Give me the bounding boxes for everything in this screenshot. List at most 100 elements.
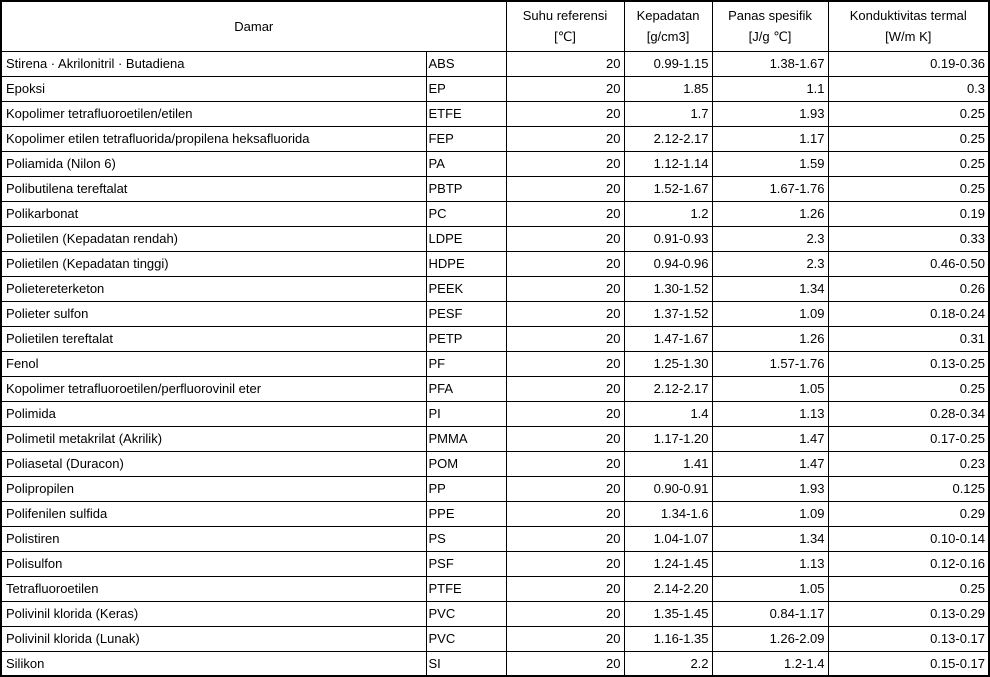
- table-row: Polivinil klorida (Lunak) PVC 20 1.16-1.35 1…: [0, 625, 990, 652]
- material-name-cell: Polimida: [0, 400, 427, 427]
- specific-heat-cell: 1.1: [711, 75, 829, 102]
- table-row: Polietereterketon PEEK 20 1.30-1.52 1.34 0.26: [0, 275, 990, 302]
- density-cell: 1.47-1.67: [623, 325, 713, 352]
- conductivity-cell: 0.28-0.34: [827, 400, 990, 427]
- material-name-cell: Poliasetal (Duracon): [0, 450, 427, 477]
- specific-heat-cell: 1.93: [711, 100, 829, 127]
- material-name-cell: Polietilen (Kepadatan rendah): [0, 225, 427, 252]
- material-name-cell: Polivinil klorida (Keras): [0, 600, 427, 627]
- header-panas-spesifik: Panas spesifik [J/g ℃]: [711, 0, 829, 52]
- material-name-cell: Epoksi: [0, 75, 427, 102]
- density-cell: 1.7: [623, 100, 713, 127]
- temp-cell: 20: [505, 400, 625, 427]
- conductivity-cell: 0.33: [827, 225, 990, 252]
- specific-heat-cell: 2.3: [711, 250, 829, 277]
- specific-heat-cell: 1.93: [711, 475, 829, 502]
- specific-heat-cell: 1.59: [711, 150, 829, 177]
- header-suhu-unit: [℃]: [554, 29, 576, 45]
- table-row: Polipropilen PP 20 0.90-0.91 1.93 0.125: [0, 475, 990, 502]
- table-row: Polietilen (Kepadatan tinggi) HDPE 20 0.94-…: [0, 250, 990, 277]
- temp-cell: 20: [505, 575, 625, 602]
- temp-cell: 20: [505, 650, 625, 677]
- material-abbr-cell: PSF: [425, 550, 507, 577]
- specific-heat-cell: 1.13: [711, 550, 829, 577]
- table-row: Polibutilena tereftalat PBTP 20 1.52-1.67 1.…: [0, 175, 990, 202]
- conductivity-cell: 0.125: [827, 475, 990, 502]
- specific-heat-cell: 1.34: [711, 275, 829, 302]
- density-cell: 1.34-1.6: [623, 500, 713, 527]
- table-row: Polimida PI 20 1.4 1.13 0.28-0.34: [0, 400, 990, 427]
- conductivity-cell: 0.46-0.50: [827, 250, 990, 277]
- material-name-cell: Poliamida (Nilon 6): [0, 150, 427, 177]
- density-cell: 1.2: [623, 200, 713, 227]
- temp-cell: 20: [505, 150, 625, 177]
- specific-heat-cell: 1.38-1.67: [711, 50, 829, 77]
- material-name-cell: Polistiren: [0, 525, 427, 552]
- table-row: Polietilen (Kepadatan rendah) LDPE 20 0.91-…: [0, 225, 990, 252]
- conductivity-cell: 0.3: [827, 75, 990, 102]
- table-row: Polietilen tereftalat PETP 20 1.47-1.67 1.26…: [0, 325, 990, 352]
- conductivity-cell: 0.26: [827, 275, 990, 302]
- material-abbr-cell: PPE: [425, 500, 507, 527]
- temp-cell: 20: [505, 100, 625, 127]
- density-cell: 2.2: [623, 650, 713, 677]
- material-name-cell: Polietilen tereftalat: [0, 325, 427, 352]
- specific-heat-cell: 0.84-1.17: [711, 600, 829, 627]
- temp-cell: 20: [505, 525, 625, 552]
- header-konduktivitas-unit: [W/m K]: [885, 29, 932, 45]
- table-row: Polieter sulfon PESF 20 1.37-1.52 1.09 0.18-0…: [0, 300, 990, 327]
- density-cell: 2.12-2.17: [623, 375, 713, 402]
- material-name-cell: Polivinil klorida (Lunak): [0, 625, 427, 652]
- material-name-cell: Kopolimer tetrafluoroetilen/perfluorovin…: [0, 375, 427, 402]
- table-row: Kopolimer etilen tetrafluorida/propilena…: [0, 125, 990, 152]
- specific-heat-cell: 1.26-2.09: [711, 625, 829, 652]
- temp-cell: 20: [505, 275, 625, 302]
- temp-cell: 20: [505, 375, 625, 402]
- specific-heat-cell: 1.26: [711, 325, 829, 352]
- material-abbr-cell: FEP: [425, 125, 507, 152]
- conductivity-cell: 0.12-0.16: [827, 550, 990, 577]
- table-row: Polifenilen sulfida PPE 20 1.34-1.6 1.09 0.29: [0, 500, 990, 527]
- table-row: Polikarbonat PC 20 1.2 1.26 0.19: [0, 200, 990, 227]
- specific-heat-cell: 1.47: [711, 450, 829, 477]
- temp-cell: 20: [505, 350, 625, 377]
- table-row: Epoksi EP 20 1.85 1.1 0.3: [0, 75, 990, 102]
- material-abbr-cell: PC: [425, 200, 507, 227]
- header-row: Damar Suhu referensi [℃] Kepadatan [g/cm…: [0, 0, 990, 52]
- material-name-cell: Polietereterketon: [0, 275, 427, 302]
- table-body: Stirena · Akrilonitril · Butadiena ABS 20 0…: [0, 50, 990, 677]
- header-damar: Damar: [0, 0, 507, 52]
- material-abbr-cell: SI: [425, 650, 507, 677]
- table-row: Poliasetal (Duracon) POM 20 1.41 1.47 0.23: [0, 450, 990, 477]
- temp-cell: 20: [505, 75, 625, 102]
- temp-cell: 20: [505, 125, 625, 152]
- table-row: Polisulfon PSF 20 1.24-1.45 1.13 0.12-0.16: [0, 550, 990, 577]
- material-abbr-cell: POM: [425, 450, 507, 477]
- density-cell: 1.52-1.67: [623, 175, 713, 202]
- density-cell: 2.12-2.17: [623, 125, 713, 152]
- header-kepadatan-unit: [g/cm3]: [646, 29, 690, 45]
- header-panas-title: Panas spesifik: [728, 8, 812, 24]
- conductivity-cell: 0.31: [827, 325, 990, 352]
- header-konduktivitas-termal: Konduktivitas termal [W/m K]: [827, 0, 990, 52]
- material-abbr-cell: PS: [425, 525, 507, 552]
- density-cell: 2.14-2.20: [623, 575, 713, 602]
- conductivity-cell: 0.25: [827, 150, 990, 177]
- specific-heat-cell: 1.09: [711, 300, 829, 327]
- specific-heat-cell: 2.3: [711, 225, 829, 252]
- density-cell: 1.30-1.52: [623, 275, 713, 302]
- conductivity-cell: 0.17-0.25: [827, 425, 990, 452]
- temp-cell: 20: [505, 200, 625, 227]
- temp-cell: 20: [505, 600, 625, 627]
- conductivity-cell: 0.25: [827, 575, 990, 602]
- conductivity-cell: 0.18-0.24: [827, 300, 990, 327]
- material-name-cell: Polipropilen: [0, 475, 427, 502]
- table-row: Polimetil metakrilat (Akrilik) PMMA 20 1.17…: [0, 425, 990, 452]
- density-cell: 0.94-0.96: [623, 250, 713, 277]
- material-abbr-cell: LDPE: [425, 225, 507, 252]
- material-abbr-cell: PETP: [425, 325, 507, 352]
- material-abbr-cell: PA: [425, 150, 507, 177]
- material-abbr-cell: PMMA: [425, 425, 507, 452]
- specific-heat-cell: 1.67-1.76: [711, 175, 829, 202]
